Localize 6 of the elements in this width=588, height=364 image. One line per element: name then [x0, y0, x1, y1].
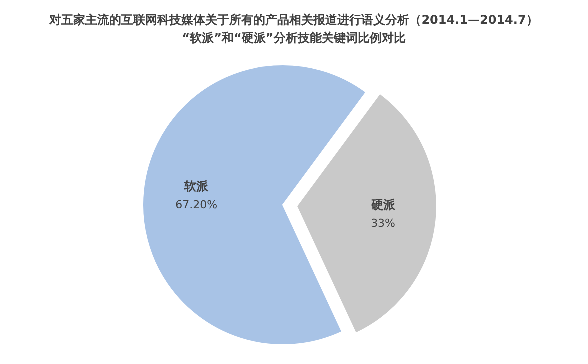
- chart-title: 对五家主流的互联网科技媒体关于所有的产品相关报道进行语义分析（2014.1—2014.7）: [48, 13, 538, 27]
- slice-label: 硬派: [370, 198, 396, 212]
- slice-label: 软派: [184, 179, 210, 194]
- data-label: 67.20%: [176, 198, 218, 212]
- chart-subtitle: “软派”和“硬派”分析技能关键词比例对比: [182, 31, 406, 45]
- data-label: 33%: [371, 217, 396, 230]
